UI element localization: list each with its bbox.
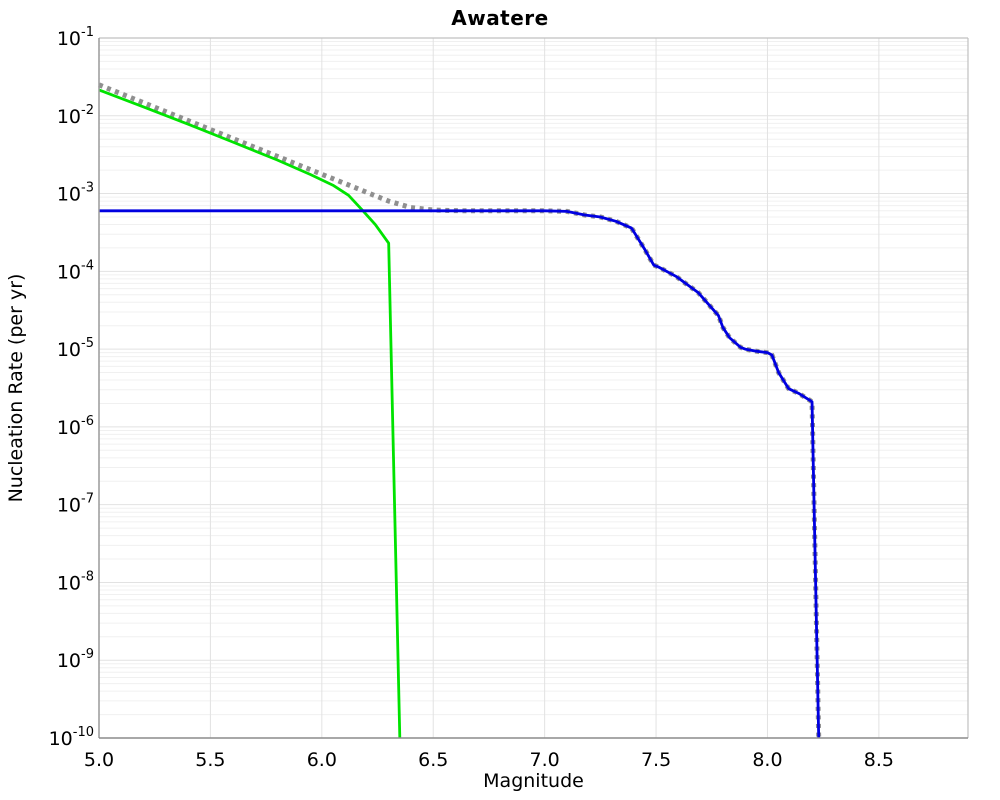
y-tick-label: 10-1: [57, 25, 94, 50]
y-tick-label: 10-7: [57, 492, 94, 517]
x-tick-label: 7.5: [641, 749, 671, 771]
series-lines: [98, 82, 822, 739]
x-tick-label: 5.5: [195, 749, 225, 771]
plot-area: [99, 38, 968, 738]
y-tick-label: 10-2: [57, 103, 94, 128]
plot-frame: [98, 37, 969, 739]
x-tick-label: 7.0: [530, 749, 560, 771]
y-tick-label: 10-4: [57, 258, 94, 283]
series-blue-nucleation-mfd-line: [99, 209, 821, 739]
x-tick-label: 6.0: [307, 749, 337, 771]
y-tick-labels: 10-1 10-2 10-3 10-4 10-5 10-6 10-7 10-8 10-9 10-1…: [49, 25, 94, 750]
x-axis-title: Magnitude: [483, 770, 584, 792]
y-tick-label: 10-3: [57, 181, 94, 206]
chart-title: Awatere: [451, 6, 549, 30]
y-tick-label: 10-9: [57, 647, 94, 672]
x-tick-label: 8.0: [752, 749, 782, 771]
y-tick-label: 10-5: [57, 336, 94, 361]
y-tick-label: 10-6: [57, 414, 94, 439]
y-tick-label: 10-10: [49, 725, 94, 750]
x-tick-labels: 5.0 5.5 6.0 6.5 7.0 7.5 8.0 8.5: [84, 749, 894, 771]
x-tick-label: 5.0: [84, 749, 114, 771]
x-tick-label: 6.5: [418, 749, 448, 771]
x-tick-label: 8.5: [864, 749, 894, 771]
y-tick-label: 10-8: [57, 569, 94, 594]
series-green-truncated-mfd-line: [98, 88, 402, 739]
gridlines: [99, 37, 968, 739]
